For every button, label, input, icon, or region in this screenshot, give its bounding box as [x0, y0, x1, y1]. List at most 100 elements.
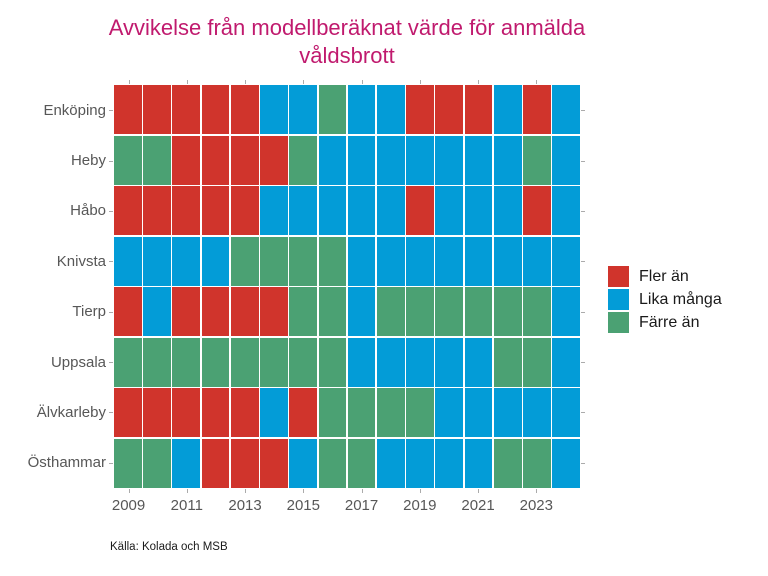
heatmap-cell	[230, 287, 259, 337]
tick-mark	[128, 489, 130, 493]
heatmap-cell	[114, 135, 142, 185]
tick-mark	[303, 80, 305, 84]
heatmap-cell	[114, 388, 142, 438]
heatmap-cell	[347, 388, 376, 438]
y-axis-label: Tierp	[72, 303, 106, 321]
heatmap-cell	[376, 186, 405, 236]
legend-swatch	[608, 312, 629, 333]
heatmap-cell	[493, 186, 522, 236]
heatmap-cell	[172, 287, 201, 337]
heatmap-cell	[464, 438, 493, 488]
tick-mark	[361, 80, 363, 84]
heatmap-cell	[464, 236, 493, 286]
heatmap-cell	[172, 337, 201, 387]
y-axis-label: Älvkarleby	[36, 403, 106, 421]
tick-mark	[245, 80, 247, 84]
heatmap-cell	[552, 236, 580, 286]
heatmap-cell	[376, 337, 405, 387]
tick-mark	[581, 311, 585, 313]
heatmap-cell	[143, 85, 171, 135]
heatmap-cell	[464, 85, 493, 135]
tick-mark	[581, 110, 585, 112]
x-axis-label: 2011	[170, 497, 203, 514]
chart-title-line2: våldsbrott	[299, 43, 395, 68]
heatmap-cell	[143, 388, 171, 438]
heatmap-cell	[435, 85, 464, 135]
heatmap-cell	[552, 287, 580, 337]
heatmap-cell	[523, 388, 551, 438]
heatmap-cell	[406, 135, 434, 185]
heatmap-cell	[289, 337, 318, 387]
heatmap-cell	[435, 438, 464, 488]
heatmap-cell	[260, 287, 288, 337]
heatmap-cell	[260, 438, 288, 488]
legend-label: Färre än	[639, 313, 700, 331]
heatmap-cell	[493, 438, 522, 488]
chart-title: Avvikelse från modellberäknat värde för …	[0, 14, 694, 70]
heatmap-cell	[143, 337, 171, 387]
heatmap-cell	[376, 438, 405, 488]
heatmap-cell	[230, 186, 259, 236]
tick-mark	[419, 489, 421, 493]
heatmap-cell	[493, 287, 522, 337]
heatmap-cell	[318, 236, 347, 286]
tick-mark	[581, 210, 585, 212]
heatmap-cell	[376, 287, 405, 337]
heatmap-cell	[172, 186, 201, 236]
tick-mark	[109, 261, 113, 263]
heatmap-cell	[201, 135, 230, 185]
heatmap-cell	[435, 287, 464, 337]
heatmap-cell	[260, 236, 288, 286]
heatmap-cell	[172, 438, 201, 488]
heatmap-cell	[523, 337, 551, 387]
heatmap-cell	[493, 236, 522, 286]
heatmap-cell	[143, 135, 171, 185]
heatmap-cell	[230, 236, 259, 286]
tick-mark	[361, 489, 363, 493]
y-axis-labels: Enköping Heby Håbo Knivsta Tierp Uppsala Älvka…	[0, 85, 106, 488]
tick-mark	[109, 110, 113, 112]
heatmap-cell	[406, 287, 434, 337]
heatmap-cell	[435, 236, 464, 286]
legend-item: Lika många	[608, 289, 722, 310]
tick-mark	[581, 462, 585, 464]
heatmap-cell	[523, 186, 551, 236]
heatmap-cell	[376, 135, 405, 185]
heatmap-cell	[260, 85, 288, 135]
heatmap-cell	[114, 287, 142, 337]
heatmap-cell	[552, 388, 580, 438]
heatmap-cell	[114, 337, 142, 387]
heatmap-cell	[114, 85, 142, 135]
heatmap-cell	[376, 388, 405, 438]
heatmap-cell	[493, 388, 522, 438]
x-axis-label: 2021	[461, 497, 495, 514]
heatmap-cell	[523, 236, 551, 286]
x-axis-label: 2019	[403, 497, 437, 514]
heatmap-cell	[143, 287, 171, 337]
tick-mark	[581, 160, 585, 162]
heatmap-cell	[289, 388, 318, 438]
source-caption: Källa: Kolada och MSB	[110, 541, 228, 553]
x-axis-label: 2013	[228, 497, 262, 514]
heatmap-cell	[376, 85, 405, 135]
heatmap-cell	[464, 186, 493, 236]
heatmap-cell	[260, 388, 288, 438]
heatmap-cell	[523, 85, 551, 135]
heatmap-cell	[552, 186, 580, 236]
heatmap-cell	[347, 85, 376, 135]
heatmap-grid	[114, 85, 580, 488]
heatmap-cell	[201, 337, 230, 387]
heatmap-cell	[347, 135, 376, 185]
heatmap-cell	[114, 186, 142, 236]
heatmap-cell	[318, 388, 347, 438]
heatmap-cell	[260, 135, 288, 185]
y-axis-label: Knivsta	[56, 252, 106, 270]
heatmap-cell	[201, 388, 230, 438]
legend-swatch	[608, 289, 629, 310]
heatmap-cell	[552, 135, 580, 185]
heatmap-cell	[318, 438, 347, 488]
heatmap-cell	[318, 287, 347, 337]
heatmap-cell	[289, 85, 318, 135]
heatmap-cell	[114, 438, 142, 488]
x-axis-labels: 2009 2011 2013 2015 2017 2019 2021 2023	[0, 497, 768, 517]
